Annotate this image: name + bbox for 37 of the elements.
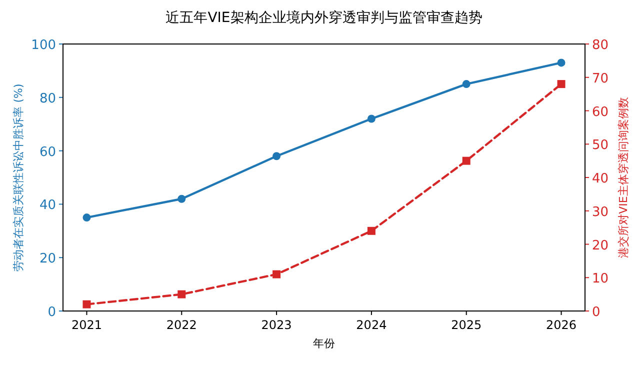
x-axis-title: 年份 (313, 337, 335, 350)
x-tick-label: 2023 (261, 318, 292, 332)
y2-axis-title: 港交所对VIE主体穿透问询案例数 (617, 97, 630, 258)
y-tick-label: 40 (39, 198, 56, 214)
point (272, 152, 281, 160)
y2-tick-label: 10 (592, 272, 609, 287)
x-tick-label: 2024 (356, 318, 387, 332)
point (178, 290, 186, 298)
y-axis-title: 劳动者在实质关联性诉讼中胜诉率 (%) (12, 84, 25, 272)
y2-tick-label: 30 (592, 204, 609, 220)
point (557, 80, 566, 88)
y2-tick-label: 60 (592, 104, 609, 120)
y-tick-label: 60 (39, 144, 56, 160)
y2-tick-label: 80 (592, 38, 609, 53)
y-tick-label: 100 (31, 38, 56, 53)
point (82, 300, 91, 308)
point (462, 156, 470, 165)
y2-tick-label: 40 (592, 172, 609, 186)
point (178, 194, 186, 203)
y-tick-label: 80 (39, 91, 56, 106)
point (272, 270, 281, 278)
y2-tick-label: 20 (592, 238, 609, 254)
y2-tick-label: 0 (592, 305, 600, 320)
y2-tick-label: 70 (592, 71, 609, 86)
x-tick-label: 2026 (546, 318, 577, 332)
y-tick-label: 0 (48, 305, 56, 320)
x-tick-label: 2021 (71, 318, 102, 332)
point (367, 226, 376, 235)
point (367, 114, 376, 123)
x-tick-label: 2022 (166, 318, 197, 332)
point (462, 80, 470, 88)
point (557, 58, 566, 67)
point (82, 214, 91, 222)
y2-tick-label: 50 (592, 138, 609, 154)
y-tick-label: 20 (39, 252, 56, 267)
x-tick-label: 2025 (451, 318, 482, 332)
chart-title: 近五年VIE架构企业境内外穿透审判与监管审查趋势 (166, 10, 482, 26)
